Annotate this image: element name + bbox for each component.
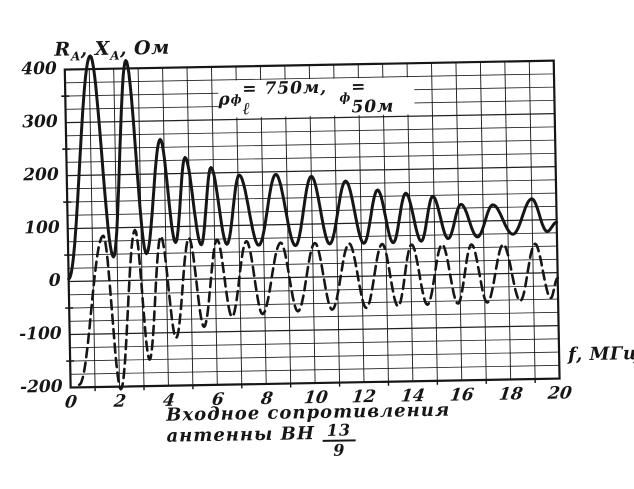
x-tick-label: 0 (50, 392, 92, 413)
annotation-part: = 50м (351, 76, 415, 117)
y-tick-label: 300 (12, 112, 58, 133)
y-title-subscript: A (71, 49, 81, 63)
annotation-part: ρ (218, 89, 231, 109)
y-title-part: , X (80, 38, 110, 61)
y-tick-label: 400 (11, 59, 57, 80)
figure-caption: Входное сопротивления антенны ВН 13 9 (166, 400, 451, 462)
caption-line2-text: антенны ВН (166, 423, 315, 447)
caption-line2: антенны ВН 13 9 (166, 421, 451, 462)
x-tick-label: 18 (490, 384, 532, 405)
y-tick-label: 100 (14, 218, 60, 239)
annotation-subscript: ф (339, 90, 351, 104)
annotation-part: = 750м, ℓ (242, 77, 340, 119)
caption-fraction: 13 9 (323, 422, 356, 459)
y-tick-label: -100 (15, 324, 61, 345)
x-axis-title: f, МГц (568, 343, 634, 365)
y-axis-title: RA, XA, Ом (54, 37, 170, 64)
y-tick-label: 0 (14, 271, 60, 292)
y-tick-label: 200 (13, 165, 59, 186)
annotation-subscript: ф (231, 92, 243, 106)
y-title-part: , Ом (120, 37, 170, 60)
x-tick-label: 20 (539, 383, 581, 404)
y-title-part: R (54, 38, 71, 60)
fraction-denominator: 9 (323, 441, 356, 459)
fraction-numerator: 13 (323, 422, 356, 442)
x-tick-label: 2 (99, 391, 141, 412)
